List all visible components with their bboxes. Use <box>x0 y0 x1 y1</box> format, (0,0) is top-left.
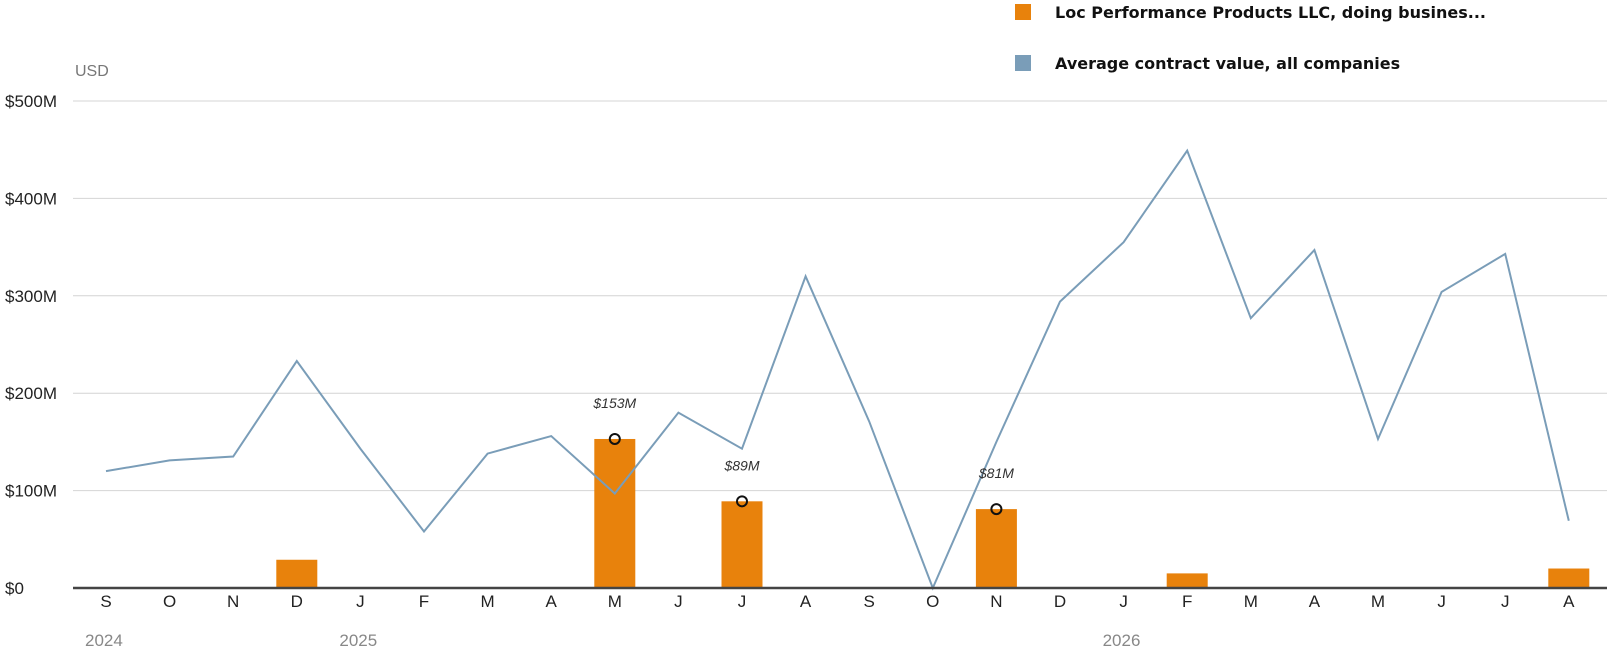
y-tick-label: $200M <box>5 384 57 403</box>
legend-swatch-company <box>1015 4 1031 20</box>
x-tick-label: D <box>291 592 303 611</box>
legend-item-company: Loc Performance Products LLC, doing busi… <box>1015 0 1575 24</box>
year-label: 2026 <box>1103 631 1141 650</box>
x-tick-label: N <box>990 592 1002 611</box>
data-label: $81M <box>978 465 1014 481</box>
x-tick-label: F <box>1182 592 1192 611</box>
x-tick-label: M <box>481 592 495 611</box>
legend: Loc Performance Products LLC, doing busi… <box>1015 0 1575 102</box>
legend-label-average: Average contract value, all companies <box>1055 53 1401 73</box>
y-tick-label: $0 <box>5 579 24 598</box>
y-tick-label: $300M <box>5 287 57 306</box>
x-tick-label: O <box>163 592 176 611</box>
year-label: 2024 <box>85 631 123 650</box>
x-tick-label: A <box>1309 592 1321 611</box>
line-series <box>105 148 1570 591</box>
y-axis-ticks: $0 $100M $200M $300M $400M $500M <box>5 92 57 598</box>
x-tick-label: M <box>1244 592 1258 611</box>
legend-label-company: Loc Performance Products LLC, doing busi… <box>1055 2 1486 22</box>
year-label: 2025 <box>339 631 377 650</box>
data-point-marker <box>608 432 621 445</box>
x-tick-label: A <box>800 592 812 611</box>
y-tick-label: $500M <box>5 92 57 111</box>
y-tick-label: $100M <box>5 482 57 501</box>
bar <box>594 438 636 588</box>
x-tick-label: A <box>546 592 558 611</box>
x-tick-label: F <box>419 592 429 611</box>
x-tick-label: S <box>864 592 875 611</box>
y-axis-unit-label: USD <box>75 63 109 80</box>
x-tick-label: M <box>1371 592 1385 611</box>
data-point-marker <box>990 503 1003 516</box>
grid-lines <box>73 100 1607 492</box>
bar <box>975 509 1017 588</box>
legend-item-average: Average contract value, all companies <box>1015 51 1575 75</box>
annotation-markers: $153M $89M $81M <box>592 395 1014 516</box>
bar <box>721 501 763 588</box>
legend-swatch-average <box>1015 55 1031 71</box>
year-labels: 2024 2025 2026 <box>85 631 1140 650</box>
x-tick-label: J <box>1501 592 1510 611</box>
x-tick-label: M <box>608 592 622 611</box>
x-tick-label: O <box>926 592 939 611</box>
x-tick-label: S <box>100 592 111 611</box>
bar <box>1166 573 1208 588</box>
data-label: $153M <box>592 395 636 411</box>
x-tick-label: J <box>674 592 683 611</box>
x-tick-label: D <box>1054 592 1066 611</box>
average-line <box>105 148 1570 591</box>
bar-series <box>276 438 1590 588</box>
x-tick-label: A <box>1563 592 1575 611</box>
y-tick-label: $400M <box>5 189 57 208</box>
bar <box>1548 568 1590 588</box>
data-point-marker <box>736 495 748 508</box>
data-label: $89M <box>723 457 759 473</box>
x-tick-label: J <box>1437 592 1446 611</box>
x-tick-label: J <box>738 592 747 611</box>
x-tick-label: J <box>356 592 365 611</box>
x-tick-label: J <box>1119 592 1128 611</box>
x-tick-label: N <box>227 592 239 611</box>
bar <box>276 559 318 588</box>
